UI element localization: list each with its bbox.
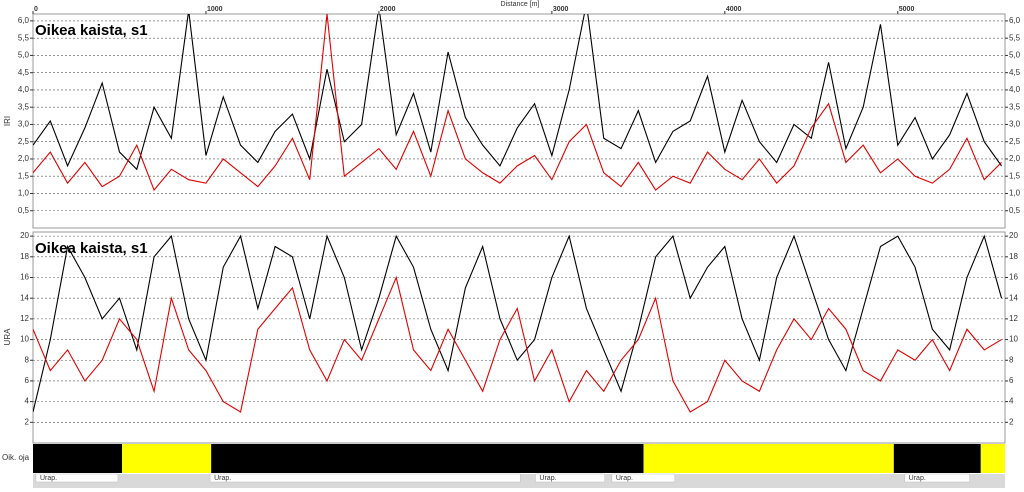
strip-segment (209, 473, 521, 483)
y-tick-label: 16 (20, 273, 29, 282)
x-tick-label: 0 (34, 6, 38, 13)
y-tick-label: 20 (1009, 231, 1018, 240)
strip-segment (611, 473, 676, 483)
y-tick-label: 18 (20, 252, 29, 261)
y-tick-label: 3,0 (1009, 120, 1021, 129)
strip-segment (643, 444, 894, 473)
y-tick-label: 2,0 (18, 154, 30, 163)
y-tick-label: 10 (20, 335, 29, 344)
strip-segment-label: Urap. (40, 475, 57, 482)
y-tick-label: 20 (20, 231, 29, 240)
y-tick-label: 1,5 (18, 171, 30, 180)
y-tick-label: 2,5 (1009, 137, 1021, 146)
y-tick-label: 1,5 (1009, 171, 1021, 180)
y-tick-label: 5,5 (1009, 33, 1021, 42)
y-tick-label: 0,5 (1009, 206, 1021, 215)
y-tick-label: 8 (1009, 355, 1014, 364)
data-line (33, 234, 1003, 413)
y-tick-label: 8 (25, 355, 30, 364)
x-tick-label: 5000 (899, 6, 915, 13)
data-line (33, 275, 1002, 413)
y-tick-label: 4 (1009, 397, 1014, 406)
x-tick-label: 2000 (380, 6, 396, 13)
y-tick-label: 3,0 (18, 120, 30, 129)
y-tick-label: 4,0 (18, 85, 30, 94)
y-axis-title: URA (3, 328, 12, 346)
panel-frame (32, 231, 1006, 444)
y-tick-label: 4 (25, 397, 30, 406)
y-tick-label: 12 (1009, 314, 1018, 323)
y-tick-label: 6 (25, 376, 30, 385)
chart-title: Oikea kaista, s1 (35, 22, 148, 39)
y-tick-label: 3,5 (18, 102, 30, 111)
data-line (33, 14, 1002, 171)
y-tick-label: 5,0 (1009, 51, 1021, 60)
chart-title: Oikea kaista, s1 (35, 240, 148, 257)
y-tick-label: 10 (1009, 335, 1018, 344)
y-tick-label: 6 (1009, 376, 1014, 385)
y-tick-label: 3,5 (1009, 102, 1021, 111)
strip-segment (35, 473, 119, 483)
strip-segment (535, 473, 606, 483)
y-tick-label: 2 (1009, 417, 1014, 426)
y-tick-label: 2,0 (1009, 154, 1021, 163)
y-tick-label: 14 (20, 293, 29, 302)
strip-segment-label: Urap. (214, 475, 231, 482)
y-tick-label: 5,0 (18, 51, 30, 60)
y-tick-label: 2 (25, 417, 30, 426)
x-tick-label: 1000 (207, 6, 223, 13)
strip-segment-label: Urap. (616, 475, 633, 482)
y-tick-label: 4,5 (1009, 68, 1021, 77)
x-tick-label: 3000 (553, 6, 569, 13)
plot-area (33, 14, 1002, 192)
strip-segment-label: Urap. (909, 475, 926, 482)
strip-segment-label: Urap. (539, 475, 556, 482)
y-tick-label: 1,0 (18, 189, 30, 198)
strip-segment (122, 444, 212, 473)
x-tick-label: 4000 (726, 6, 742, 13)
y-axis-title: IRI (3, 116, 12, 126)
strip-segment (211, 444, 644, 473)
y-tick-label: 4,0 (1009, 85, 1021, 94)
x-axis-title: Distance [m] (501, 1, 540, 8)
plot-area (33, 234, 1003, 413)
strip-segment (980, 444, 1005, 473)
panel-frame (32, 13, 1006, 229)
y-tick-label: 12 (20, 314, 29, 323)
strip-segment (33, 444, 123, 473)
y-tick-label: 2,5 (18, 137, 30, 146)
strip-segment (904, 473, 970, 483)
y-tick-label: 6,0 (18, 16, 30, 25)
y-tick-label: 14 (1009, 293, 1018, 302)
y-tick-label: 18 (1009, 252, 1018, 261)
y-tick-label: 5,5 (18, 33, 30, 42)
y-tick-label: 16 (1009, 273, 1018, 282)
y-tick-label: 0,5 (18, 206, 30, 215)
y-tick-label: 1,0 (1009, 189, 1021, 198)
strip-label: Oik. oja (2, 453, 30, 462)
data-line (33, 14, 1002, 192)
y-tick-label: 4,5 (18, 68, 30, 77)
y-tick-label: 6,0 (1009, 16, 1021, 25)
strip-segment (893, 444, 981, 473)
